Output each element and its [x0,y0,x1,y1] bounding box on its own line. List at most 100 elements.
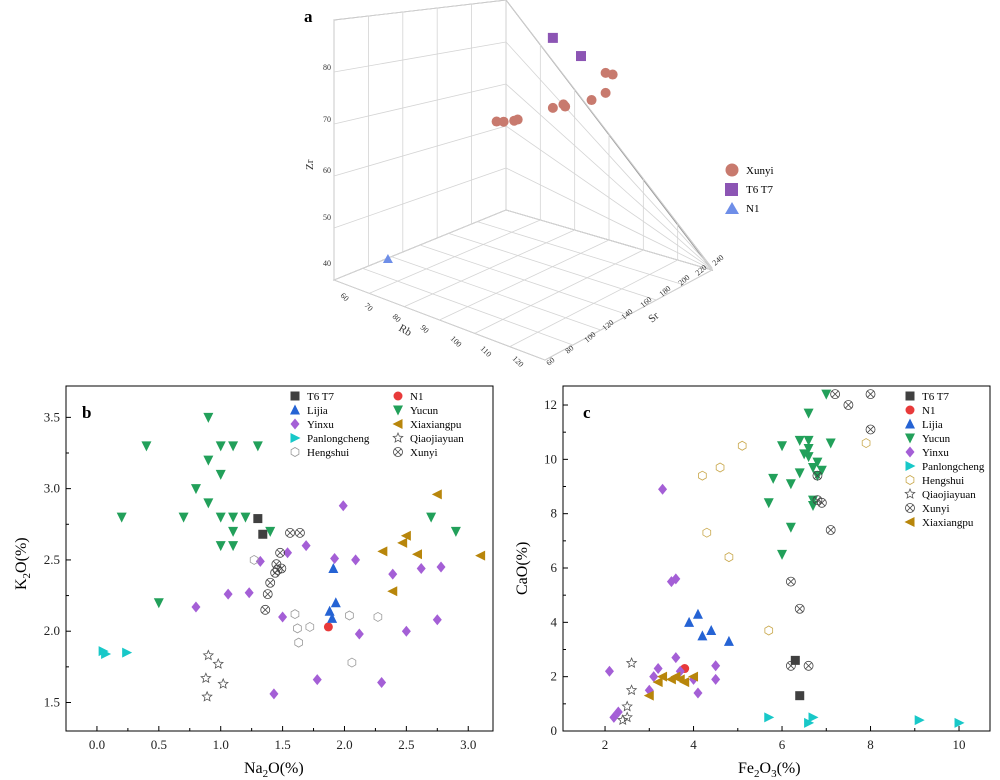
marker-cross [261,606,269,614]
grid-line [369,219,541,294]
y-tick-label: 0 [551,723,558,738]
point-yinxu [191,601,201,613]
point-legend-yinxu [290,418,300,430]
grid-line [439,239,610,321]
y-tick: 240 [711,253,726,268]
legend-marker-t6t7 [725,183,738,196]
panel-a-3d-scatter: a 80 70 60 50 40 Zr 60 70 80 90 100 110 … [304,0,774,369]
x-tick-label: 1.5 [274,737,290,752]
marker-ring [905,503,915,513]
x-title-main: Na [244,760,263,777]
point-lijia [723,635,734,646]
point-xunyi [491,116,502,127]
panel-b-ticks: 0.0 0.5 1.0 1.5 2.0 2.5 3.0 1.5 2.0 2.5 3.0 3.5 [44,409,477,752]
y-tick-label: 2.0 [44,623,60,638]
point-xiaxiangpu [377,546,388,557]
y-tick-label: 4 [551,614,558,629]
point-legend-xiaxiangpu [904,517,915,527]
x-tick-label: 2 [602,737,609,752]
marker-ring [865,389,876,400]
marker-ring [794,603,805,614]
point-yucun [794,468,805,479]
y-tick: 100 [583,330,598,345]
point-panlongcheng [804,717,815,728]
point-yinxu [693,687,703,699]
point-yucun [153,598,164,609]
panel-c-letter: c [583,403,591,422]
point-qiaojiayuan [625,657,638,668]
point-yinxu [269,688,279,700]
grid-line [505,0,713,269]
point-hengshui [698,470,707,481]
point-yinxu [416,562,426,574]
point-hengshui [764,625,774,636]
grid-line [333,209,507,281]
point-yucun [799,449,810,460]
point-yucun [190,484,201,495]
y-tick: 180 [658,284,673,299]
marker-ring [260,604,271,615]
panel-a-letter: a [304,7,313,26]
point-legend-n1 [393,391,403,401]
point-qiaojiayuan [212,657,224,669]
marker-ring [295,527,305,538]
grid-line [544,269,713,361]
y-tick-label: 6 [551,560,558,575]
x-tick-label: 2.0 [336,737,352,752]
point-yinxu [330,553,340,564]
point-panlongcheng [808,712,819,723]
x-title-tail: (%) [777,760,801,777]
marker-ring [285,527,295,538]
grid-line [333,0,507,21]
point-xiaxiangpu [431,489,442,500]
point-xunyi [512,114,523,125]
y-tick: 60 [545,355,557,367]
point-lijia [330,597,341,608]
grid-line [333,167,507,229]
z-tick: 70 [323,115,331,124]
point-hengshui [724,552,734,563]
panel-b-scatter: b 0.0 0.5 1.0 1.5 2.0 2.5 3.0 1.5 2.0 2.5 3.0 3.5 T… [13,385,494,780]
x-tick-label: 4 [690,737,697,752]
legend-label-xiaxiangpu: Xiaxiangpu [410,419,462,431]
x-tick-label: 2.5 [398,737,414,752]
panel-c-legend: T6 T7 N1 Lijia Yucun Yinxu Panlongcheng Hengsh… [904,391,985,529]
marker-cross [274,566,282,574]
point-legend-yinxu [905,446,915,458]
point-xunyi [794,603,805,614]
point-yinxu [312,674,322,686]
point-qiaojiayuan [217,677,229,689]
point-legend-qiaojiayuan [392,431,404,443]
point-panlongcheng [914,715,925,726]
point-yinxu [338,500,348,512]
x-tick-label: 0.5 [151,737,167,752]
point-xunyi [830,389,841,400]
x-tick: 100 [449,334,464,349]
y-tick-label: 1.5 [44,694,60,709]
legend-label-yucun: Yucun [410,405,439,417]
x-title-sub: 2 [263,768,269,780]
point-qiaojiayuan [625,684,638,696]
point-yucun [203,412,214,423]
panel-b-letter: b [82,403,91,422]
point-panlongcheng [764,712,775,723]
floor-plane [332,209,714,361]
z-tick: 50 [323,213,331,222]
x-tick: 110 [479,344,494,359]
legend-label-t6t7: T6 T7 [307,391,334,403]
point-xunyi [260,604,271,615]
legend-label-panlongcheng: Panlongcheng [307,433,370,445]
point-xunyi [275,547,286,558]
point-qiaojiayuan [200,672,212,684]
point-xunyi [600,87,611,98]
point-xunyi [825,525,836,535]
legend-label-lijia: Lijia [307,405,328,417]
marker-cross [276,549,284,557]
panel-c-x-title: Fe2O3(%) [738,760,801,780]
point-t6t7 [790,655,800,665]
marker-cross [867,426,874,433]
marker-cross [818,499,826,507]
point-yucun [203,455,214,466]
point-xiaxiangpu [643,690,654,701]
point-t6t7 [795,691,805,701]
